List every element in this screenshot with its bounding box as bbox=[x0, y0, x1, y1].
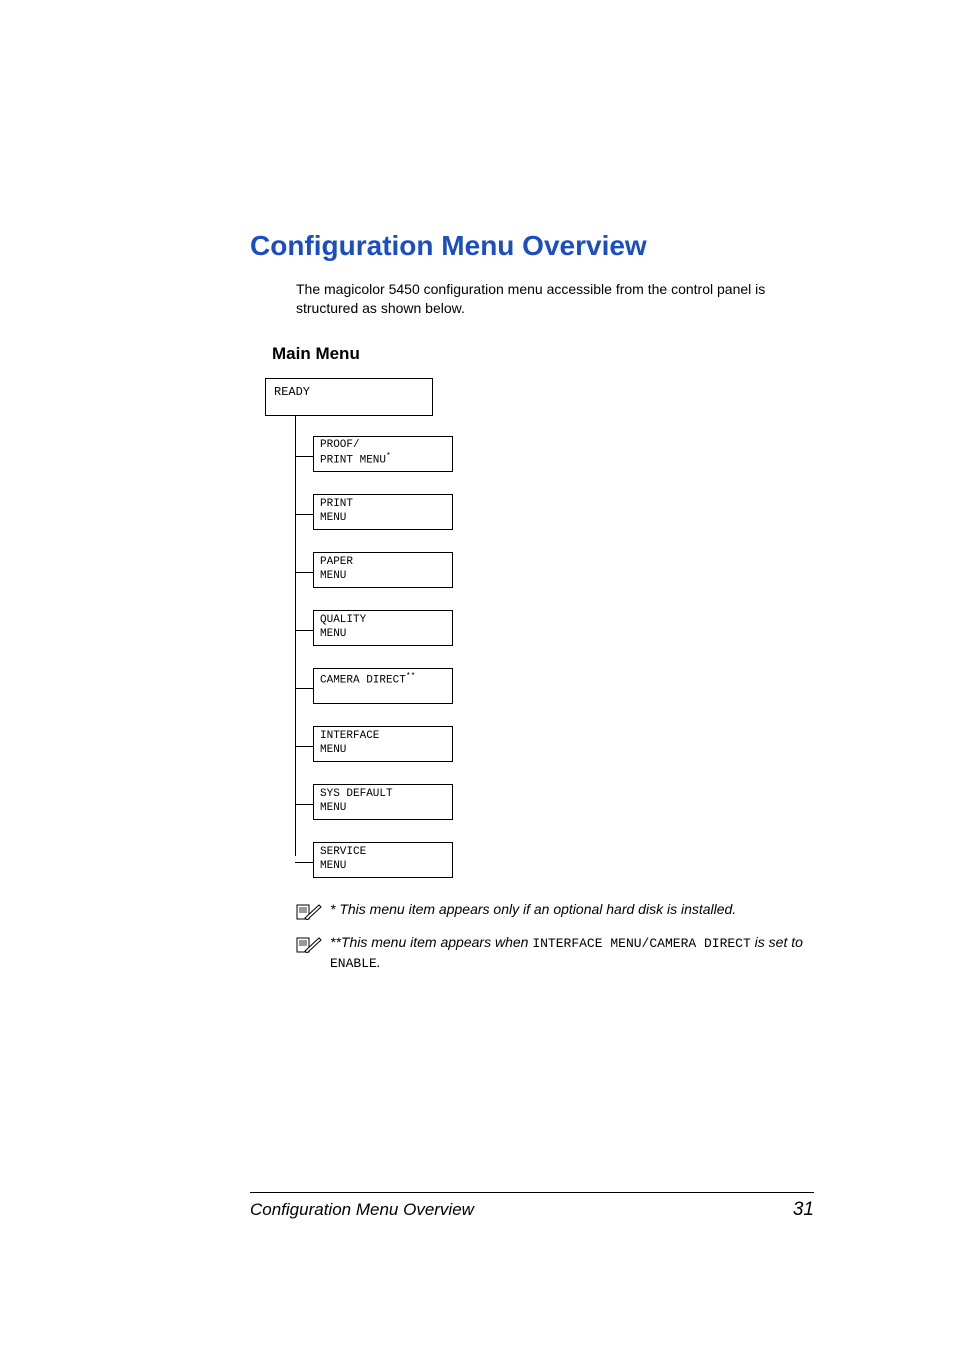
menu-line1: CAMERA DIRECT** bbox=[320, 672, 446, 688]
menu-line1: SYS DEFAULT bbox=[320, 788, 446, 802]
footnote-marker: * bbox=[386, 452, 391, 461]
menu-line1: PAPER bbox=[320, 556, 446, 570]
service-menu-box: SERVICE MENU bbox=[313, 842, 453, 878]
note-row: **This menu item appears when INTERFACE … bbox=[296, 933, 814, 973]
menu-item: PAPER MENU bbox=[295, 552, 814, 592]
quality-menu-box: QUALITY MENU bbox=[313, 610, 453, 646]
menu-item: SYS DEFAULT MENU bbox=[295, 784, 814, 824]
interface-menu-box: INTERFACE MENU bbox=[313, 726, 453, 762]
note-icon bbox=[296, 902, 322, 925]
camera-direct-box: CAMERA DIRECT** bbox=[313, 668, 453, 704]
menu-tree: READY PROOF/ PRINT MENU* PRINT MENU PAPE… bbox=[265, 378, 814, 882]
menu-line1: PROOF/ bbox=[320, 439, 446, 453]
paper-menu-box: PAPER MENU bbox=[313, 552, 453, 588]
print-menu-box: PRINT MENU bbox=[313, 494, 453, 530]
main-menu-heading: Main Menu bbox=[272, 344, 814, 364]
notes-section: * This menu item appears only if an opti… bbox=[296, 900, 814, 973]
note-2-text: **This menu item appears when INTERFACE … bbox=[330, 933, 814, 973]
menu-item: PROOF/ PRINT MENU* bbox=[295, 436, 814, 476]
proof-print-menu-box: PROOF/ PRINT MENU* bbox=[313, 436, 453, 472]
menu-item: QUALITY MENU bbox=[295, 610, 814, 650]
note-row: * This menu item appears only if an opti… bbox=[296, 900, 814, 925]
ready-box: READY bbox=[265, 378, 433, 416]
page-title: Configuration Menu Overview bbox=[250, 230, 814, 262]
menu-item: PRINT MENU bbox=[295, 494, 814, 534]
menu-line1: INTERFACE bbox=[320, 730, 446, 744]
note-1-text: * This menu item appears only if an opti… bbox=[330, 900, 736, 920]
footer-page-number: 31 bbox=[793, 1199, 814, 1221]
sys-default-menu-box: SYS DEFAULT MENU bbox=[313, 784, 453, 820]
page-footer: Configuration Menu Overview 31 bbox=[250, 1192, 814, 1221]
menu-item: CAMERA DIRECT** bbox=[295, 668, 814, 708]
menu-line2: MENU bbox=[320, 512, 446, 526]
footnote-marker: ** bbox=[406, 672, 416, 681]
menu-line2: MENU bbox=[320, 860, 446, 874]
footer-title: Configuration Menu Overview bbox=[250, 1200, 474, 1220]
menu-line1: PRINT bbox=[320, 498, 446, 512]
note-icon bbox=[296, 935, 322, 958]
menu-line2: MENU bbox=[320, 744, 446, 758]
menu-line2: MENU bbox=[320, 570, 446, 584]
menu-item: INTERFACE MENU bbox=[295, 726, 814, 766]
menu-line1: SERVICE bbox=[320, 846, 446, 860]
menu-line1: QUALITY bbox=[320, 614, 446, 628]
menu-item: SERVICE MENU bbox=[295, 842, 814, 882]
intro-text: The magicolor 5450 configuration menu ac… bbox=[296, 280, 814, 318]
menu-line2: PRINT MENU* bbox=[320, 452, 446, 468]
menu-line2: MENU bbox=[320, 802, 446, 816]
menu-line2: MENU bbox=[320, 628, 446, 642]
menu-items-container: PROOF/ PRINT MENU* PRINT MENU PAPER MENU bbox=[295, 416, 814, 882]
